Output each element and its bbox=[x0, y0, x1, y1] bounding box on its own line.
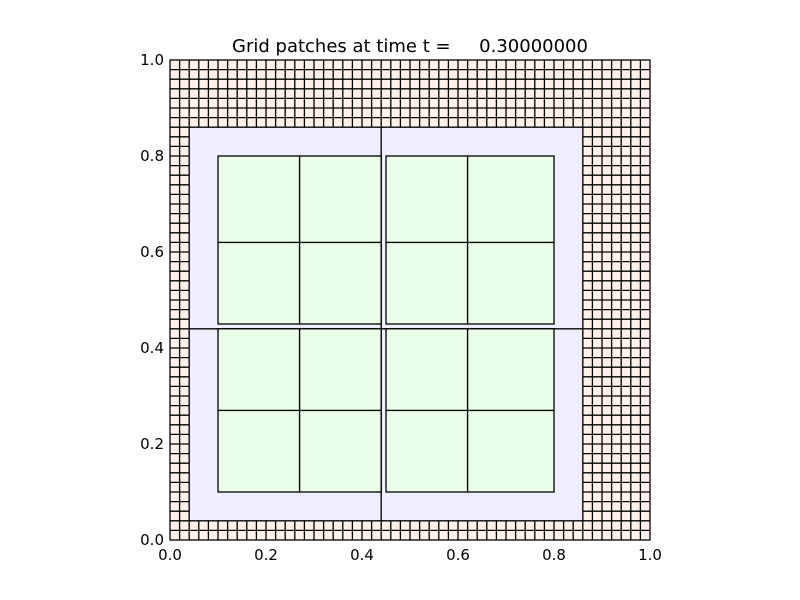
patch-level-3-8 bbox=[466, 328, 555, 412]
x-tick-label: 0.2 bbox=[254, 546, 278, 564]
patch-level-3-15 bbox=[385, 155, 469, 244]
y-tick-label: 0.4 bbox=[140, 339, 164, 357]
y-tick-label: 1.0 bbox=[140, 51, 164, 69]
patch-level-3-2 bbox=[298, 409, 382, 493]
chart-title: Grid patches at time t = 0.30000000 bbox=[232, 36, 588, 57]
y-tick-label: 0.6 bbox=[140, 243, 164, 261]
x-tick-label: 0.8 bbox=[542, 546, 566, 564]
patch-level-3-14 bbox=[298, 155, 382, 244]
y-tick-label: 0.8 bbox=[140, 147, 164, 165]
y-tick-label: 0.0 bbox=[140, 531, 164, 549]
patch-level-3-11 bbox=[385, 241, 469, 325]
patch-level-3-12 bbox=[466, 241, 555, 325]
axes-frame bbox=[169, 59, 651, 541]
x-tick-label: 0.4 bbox=[350, 546, 374, 564]
patch-level-3-1 bbox=[217, 409, 301, 493]
x-tick-label: 0.0 bbox=[158, 546, 182, 564]
patch-level-3-10 bbox=[298, 241, 382, 325]
patch-level-3-16 bbox=[466, 155, 555, 244]
level-3-patches bbox=[217, 155, 555, 493]
y-tick-label: 0.2 bbox=[140, 435, 164, 453]
patch-level-3-13 bbox=[217, 155, 301, 244]
patch-level-3-9 bbox=[217, 241, 301, 325]
patch-level-3-5 bbox=[217, 328, 301, 412]
x-tick-label: 1.0 bbox=[638, 546, 662, 564]
patch-level-3-6 bbox=[298, 328, 382, 412]
plot-area bbox=[169, 59, 651, 541]
x-tick-label: 0.6 bbox=[446, 546, 470, 564]
patch-level-3-3 bbox=[385, 409, 469, 493]
axes: 0.0 0.2 0.4 0.6 0.8 1.0 0.0 0.2 0.4 0.6 0.8 1.0 bbox=[140, 51, 662, 564]
patch-level-3-7 bbox=[385, 328, 469, 412]
patch-level-3-4 bbox=[466, 409, 555, 493]
